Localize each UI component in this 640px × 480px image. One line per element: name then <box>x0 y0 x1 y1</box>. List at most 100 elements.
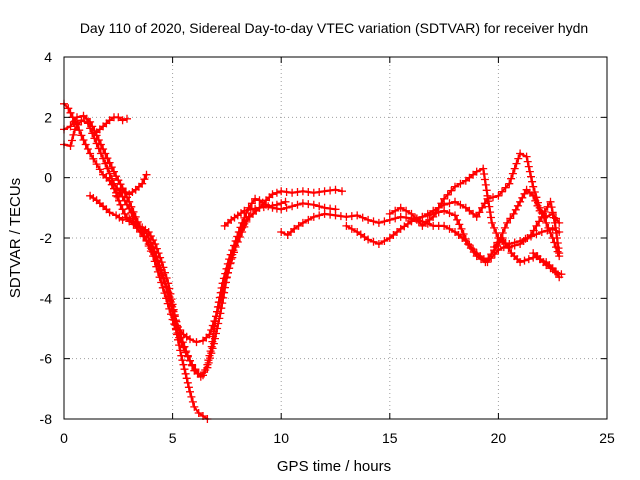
data-point <box>482 167 485 170</box>
data-point <box>121 119 124 122</box>
data-point <box>558 254 561 258</box>
data-point <box>141 182 144 185</box>
data-point <box>206 366 209 369</box>
data-point <box>518 242 522 246</box>
data-point <box>223 224 226 228</box>
data-point <box>221 291 224 294</box>
data-point <box>119 203 122 206</box>
data-point <box>186 354 189 357</box>
data-point <box>88 194 92 197</box>
data-point <box>286 233 289 237</box>
data-point <box>128 217 131 220</box>
data-point <box>236 214 239 217</box>
data-point <box>518 260 522 264</box>
data-point <box>197 411 200 415</box>
data-point <box>108 211 111 214</box>
data-point <box>312 215 315 219</box>
data-point <box>67 107 70 110</box>
data-point <box>112 116 116 119</box>
data-point <box>275 203 279 206</box>
data-point <box>141 226 144 229</box>
data-point <box>95 199 98 202</box>
data-point <box>508 245 511 249</box>
data-point <box>284 200 287 203</box>
x-tick-label: 0 <box>60 430 68 446</box>
data-point <box>334 188 337 191</box>
data-point <box>125 117 129 121</box>
data-point <box>167 282 170 285</box>
data-point <box>108 119 111 122</box>
data-point <box>267 205 270 208</box>
y-tick-label: -6 <box>40 351 53 367</box>
series-track-12 <box>490 185 564 251</box>
data-point <box>106 167 109 170</box>
data-point <box>88 152 92 155</box>
data-point <box>492 245 496 249</box>
data-point <box>334 214 337 217</box>
data-point <box>323 206 326 209</box>
x-tick-label: 15 <box>382 430 398 446</box>
data-point <box>466 242 470 246</box>
data-point <box>432 224 435 228</box>
data-point <box>366 218 370 222</box>
data-point <box>82 114 85 118</box>
data-point <box>188 337 192 341</box>
data-point <box>69 144 72 148</box>
data-point <box>182 333 185 336</box>
data-point <box>560 273 563 276</box>
data-point <box>442 197 446 200</box>
data-point <box>175 333 179 336</box>
data-point <box>432 209 435 212</box>
y-tick-label: -8 <box>40 411 53 427</box>
data-point <box>230 218 233 222</box>
data-point <box>80 134 83 137</box>
series-track-4 <box>86 191 253 347</box>
data-point <box>158 276 161 279</box>
data-point <box>258 199 261 202</box>
data-point <box>121 218 124 222</box>
data-point <box>345 224 348 228</box>
data-point <box>69 125 72 128</box>
data-point <box>290 191 294 194</box>
data-point <box>388 218 391 222</box>
data-point <box>147 230 150 234</box>
series-track-13 <box>529 249 564 282</box>
data-point <box>73 128 77 131</box>
data-point <box>525 155 528 158</box>
chart-title: Day 110 of 2020, Sidereal Day-to-day VTE… <box>80 20 588 36</box>
data-point <box>323 190 326 193</box>
data-point <box>558 276 561 279</box>
data-point <box>212 342 216 345</box>
data-point <box>460 227 463 231</box>
data-point <box>340 190 344 193</box>
data-point <box>164 285 168 288</box>
data-point <box>475 170 478 173</box>
y-tick-labels: -8 -6 -4 -2 0 2 4 <box>40 49 53 427</box>
x-tick-label: 25 <box>599 430 615 446</box>
data-point <box>410 218 413 222</box>
data-point <box>240 230 244 234</box>
data-point <box>195 340 198 344</box>
data-point <box>518 152 522 155</box>
data-point <box>208 333 211 336</box>
data-point <box>532 251 535 255</box>
data-point <box>134 223 137 226</box>
data-point <box>180 336 183 339</box>
data-point <box>193 369 196 372</box>
data-point <box>249 208 252 211</box>
data-point <box>510 251 513 255</box>
data-point <box>558 221 561 225</box>
data-point <box>86 122 90 125</box>
data-point <box>145 173 148 176</box>
x-tick-label: 5 <box>169 430 177 446</box>
x-tick-labels: 0 5 10 15 20 25 <box>60 430 615 446</box>
y-tick-label: 0 <box>44 170 52 186</box>
data-point <box>453 185 457 188</box>
data-point <box>193 405 196 409</box>
data-point <box>227 267 231 270</box>
data-point <box>345 215 348 219</box>
data-point <box>377 242 381 246</box>
data-point <box>93 137 96 140</box>
data-point <box>377 221 381 225</box>
